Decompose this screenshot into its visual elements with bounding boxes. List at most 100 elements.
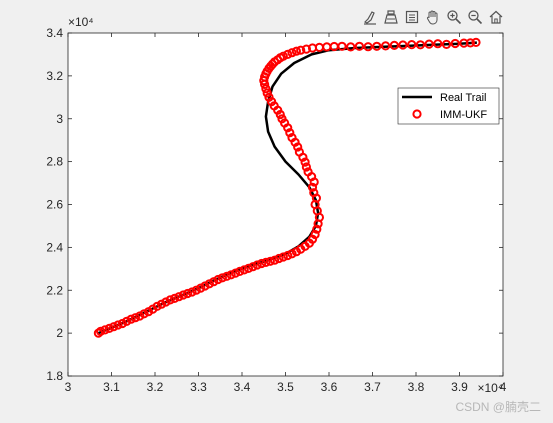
y-tick-label: 2.8 bbox=[46, 155, 63, 169]
imm-ukf-point bbox=[261, 257, 271, 267]
pan-hand-icon bbox=[426, 10, 437, 25]
imm-ukf-point bbox=[257, 258, 267, 269]
imm-ukf-point bbox=[191, 285, 201, 295]
legend-label-imm-ukf: IMM-UKF bbox=[440, 109, 487, 121]
brush-button[interactable] bbox=[360, 7, 379, 27]
brush-icon bbox=[363, 11, 376, 25]
x-tick-label: 3.5 bbox=[277, 380, 294, 394]
imm-ukf-point bbox=[156, 299, 167, 309]
imm-ukf-point bbox=[424, 39, 434, 49]
imm-ukf-point bbox=[287, 133, 297, 143]
y-tick-label: 3.4 bbox=[46, 26, 63, 40]
imm-ukf-point bbox=[407, 40, 417, 50]
imm-ukf-point bbox=[165, 295, 175, 305]
imm-ukf-point bbox=[262, 88, 272, 98]
axes-toolbar bbox=[360, 6, 505, 28]
imm-ukf-point bbox=[217, 273, 227, 283]
imm-ukf-point bbox=[398, 40, 408, 50]
imm-ukf-point bbox=[303, 167, 313, 177]
imm-ukf-point bbox=[278, 252, 288, 262]
imm-ukf-point bbox=[239, 265, 249, 275]
imm-ukf-point bbox=[174, 292, 184, 302]
imm-ukf-point bbox=[96, 326, 106, 336]
imm-ukf-point bbox=[465, 38, 475, 48]
x-tick-label: 3.9 bbox=[451, 380, 468, 394]
home-icon bbox=[489, 10, 502, 24]
imm-ukf-point bbox=[235, 266, 245, 276]
imm-ukf-point bbox=[372, 41, 382, 51]
imm-ukf-point bbox=[139, 309, 149, 319]
imm-ukf-point bbox=[283, 250, 293, 261]
y-tick-label: 2.2 bbox=[46, 283, 63, 297]
y-tick-label: 3 bbox=[56, 112, 63, 126]
imm-ukf-point bbox=[252, 260, 262, 270]
imm-ukf-point bbox=[243, 263, 254, 273]
imm-ukf-point bbox=[265, 256, 275, 266]
imm-ukf-point bbox=[126, 314, 136, 324]
imm-ukf-point bbox=[248, 262, 258, 272]
imm-ukf-point bbox=[130, 313, 140, 323]
imm-ukf-point bbox=[309, 188, 319, 198]
axes-background bbox=[68, 33, 503, 376]
imm-ukf-point bbox=[441, 39, 452, 50]
legend-swatch-imm-ukf bbox=[412, 109, 422, 119]
zoom-in-button[interactable] bbox=[444, 7, 463, 27]
y-tick-label: 2 bbox=[56, 326, 63, 340]
imm-ukf-point bbox=[230, 268, 241, 278]
imm-ukf-point bbox=[113, 320, 123, 330]
imm-ukf-point bbox=[291, 46, 301, 56]
imm-ukf-point bbox=[213, 274, 223, 285]
legend[interactable]: Real Trail IMM-UKF bbox=[397, 87, 500, 125]
x-tick-label: 3.8 bbox=[408, 380, 425, 394]
imm-ukf-point bbox=[170, 293, 180, 303]
x-tick-label: 3.7 bbox=[364, 380, 381, 394]
home-button[interactable] bbox=[486, 7, 505, 27]
imm-ukf-point bbox=[122, 316, 132, 326]
imm-ukf-point bbox=[433, 39, 443, 49]
imm-ukf-point bbox=[450, 38, 460, 49]
imm-ukf-point bbox=[471, 37, 481, 48]
y-tick-label: 3.2 bbox=[46, 69, 63, 83]
imm-ukf-point bbox=[187, 287, 197, 297]
y-tick-label: 1.8 bbox=[46, 369, 63, 383]
imm-ukf-point bbox=[264, 92, 274, 102]
y-exponent-label: ×10⁴ bbox=[68, 15, 94, 29]
x-tick-label: 3.2 bbox=[147, 380, 164, 394]
watermark: CSDN @腩壳二 bbox=[455, 400, 541, 414]
imm-ukf-point bbox=[415, 40, 425, 50]
data-tips-icon bbox=[383, 10, 398, 24]
imm-ukf-point bbox=[274, 253, 284, 264]
imm-ukf-point bbox=[312, 224, 322, 234]
imm-ukf-point bbox=[389, 40, 399, 51]
data-tips-button[interactable] bbox=[381, 7, 400, 27]
pan-button[interactable] bbox=[423, 7, 442, 27]
imm-ukf-point bbox=[300, 157, 310, 167]
imm-ukf-point bbox=[222, 271, 232, 281]
x-tick-label: 3.3 bbox=[190, 380, 207, 394]
imm-ukf-point bbox=[301, 162, 311, 172]
imm-ukf-point bbox=[278, 51, 288, 61]
y-tick-label: 2.4 bbox=[46, 240, 63, 254]
zoom-in-icon bbox=[446, 10, 461, 25]
imm-ukf-point bbox=[307, 182, 318, 192]
imm-ukf-point bbox=[209, 277, 219, 287]
imm-ukf-point bbox=[104, 323, 114, 333]
imm-ukf-point bbox=[337, 41, 347, 51]
imm-ukf-point bbox=[277, 114, 287, 124]
x-tick-label: 3.1 bbox=[103, 380, 120, 394]
imm-ukf-point bbox=[287, 48, 297, 58]
zoom-out-button[interactable] bbox=[465, 7, 484, 27]
legend-label-real-trail: Real Trail bbox=[440, 92, 486, 104]
imm-ukf-point bbox=[354, 41, 364, 51]
legend-button[interactable] bbox=[402, 7, 421, 27]
x-exponent-label: ×10⁴ bbox=[477, 381, 503, 395]
imm-ukf-point bbox=[226, 270, 236, 280]
imm-ukf-point bbox=[178, 290, 188, 300]
imm-ukf-point bbox=[100, 325, 110, 335]
imm-ukf-point bbox=[296, 45, 306, 55]
imm-ukf-point bbox=[183, 288, 193, 299]
y-tick-label: 2.6 bbox=[46, 198, 63, 212]
imm-ukf-point bbox=[346, 42, 356, 52]
imm-ukf-point bbox=[283, 49, 293, 60]
